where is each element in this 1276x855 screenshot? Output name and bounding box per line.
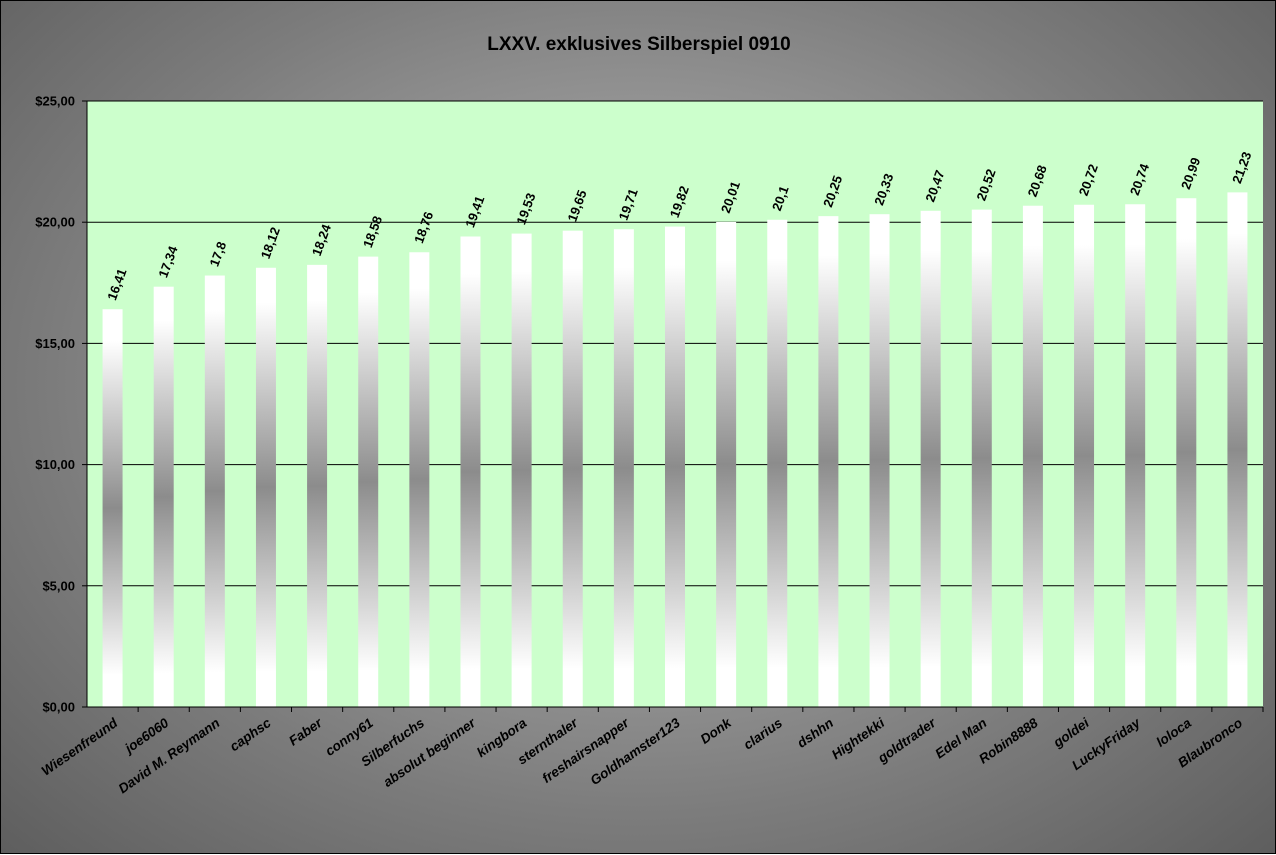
bar [1074,204,1095,707]
x-tick-label: goldei [1050,715,1092,751]
bar [102,309,123,707]
bar [971,209,992,707]
bar [1176,198,1197,707]
x-tick-label: Goldhamster123 [587,715,683,788]
y-tick-label: $5,00 [42,578,75,593]
bar [460,236,481,708]
bar [562,230,583,707]
y-tick-label: $0,00 [42,700,75,715]
bar [307,264,328,707]
bar [869,214,890,707]
x-tick-label: goldtrader [874,715,939,767]
bar [511,233,532,707]
x-tick-label: caphsc [227,715,274,754]
bar [153,286,174,707]
bar [1227,192,1248,708]
bar [255,267,276,707]
y-axis-ticks: $0,00 $5,00 $10,00 $15,00 $20,00 $25,00 [35,94,87,715]
bar [613,229,634,707]
bar [920,210,941,708]
y-tick-label: $15,00 [35,336,75,351]
x-tick-label: Wiesenfreund [39,715,121,779]
bars [102,192,1248,708]
bar [1022,205,1043,707]
y-tick-label: $10,00 [35,457,75,472]
bar [665,226,685,707]
x-tick-label: loloca [1153,715,1194,750]
chart-title: LXXV. exklusives Silberspiel 0910 [487,34,791,55]
bar [204,275,225,707]
bar [818,216,839,707]
bar [716,221,737,708]
bar [767,219,788,707]
x-tick-label: freshairsnapper [539,715,632,786]
x-tick-label: clarius [741,715,786,753]
y-tick-label: $25,00 [35,94,75,109]
y-tick-label: $20,00 [35,215,75,230]
bar [358,256,379,707]
x-tick-label: absolut beginner [380,715,478,790]
x-tick-label: dshhn [794,715,836,751]
x-tick-label: Donk [698,714,735,747]
bar [409,252,430,707]
x-tick-label: Faber [286,715,325,749]
bar [1125,204,1146,708]
